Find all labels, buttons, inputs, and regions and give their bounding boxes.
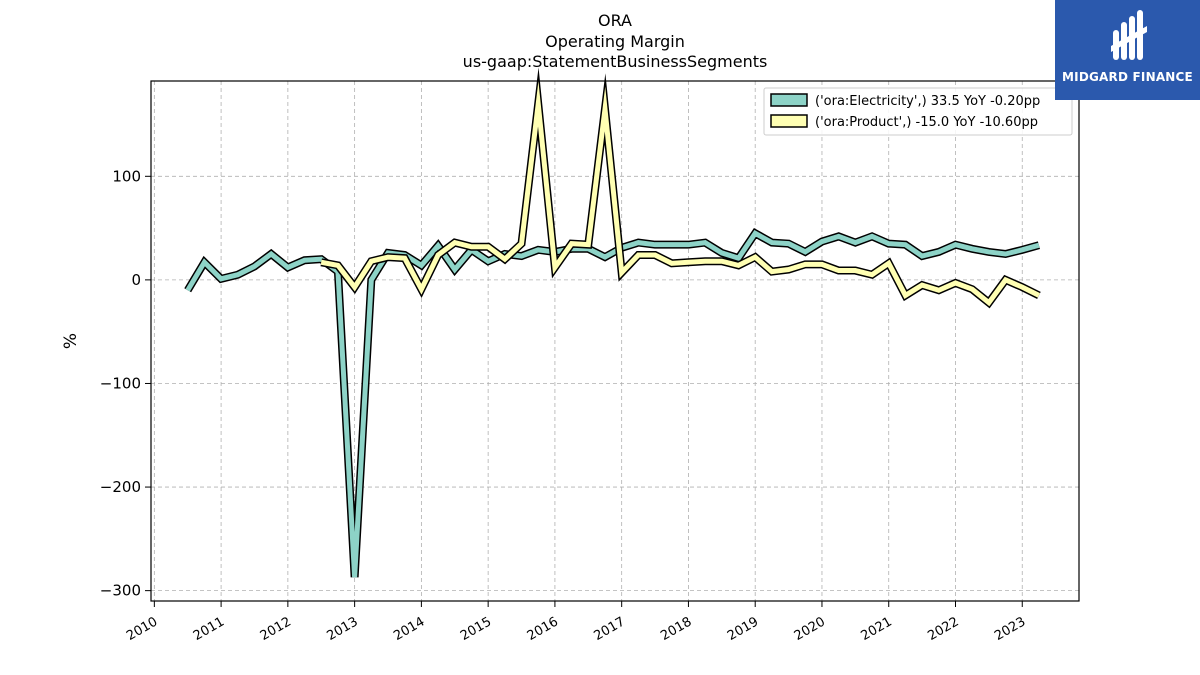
series-line-product — [320, 81, 1041, 307]
midgard-logo-icon — [1111, 10, 1147, 60]
legend-label-electricity: ('ora:Electricity',) 33.5 YoY -0.20pp — [815, 94, 1040, 109]
y-tick-label: −100 — [100, 374, 141, 392]
series-layer — [184, 67, 1041, 578]
y-tick-label: −200 — [100, 478, 141, 496]
logo-text: MIDGARD FINANCE — [1062, 70, 1193, 84]
grid-layer — [151, 81, 1079, 601]
chart-subtitle: Operating Margin — [545, 32, 685, 51]
y-tick-label: 100 — [112, 167, 141, 185]
legend-label-product: ('ora:Product',) -15.0 YoY -10.60pp — [815, 115, 1038, 130]
midgard-finance-logo: MIDGARD FINANCE — [1055, 0, 1200, 100]
plot-frame — [150, 80, 1080, 602]
y-tick-label: 0 — [131, 271, 141, 289]
legend-swatch-electricity — [770, 93, 808, 107]
chart-subtitle-tag: us-gaap:StatementBusinessSegments — [463, 52, 768, 71]
legend-box — [763, 87, 1073, 136]
y-axis-label: % — [61, 333, 81, 349]
legend: ('ora:Electricity',) 33.5 YoY -0.20pp ('… — [763, 87, 1073, 136]
chart-title: ORA — [598, 11, 632, 30]
y-tick-label: −300 — [100, 582, 141, 600]
legend-swatch-product — [770, 114, 808, 128]
